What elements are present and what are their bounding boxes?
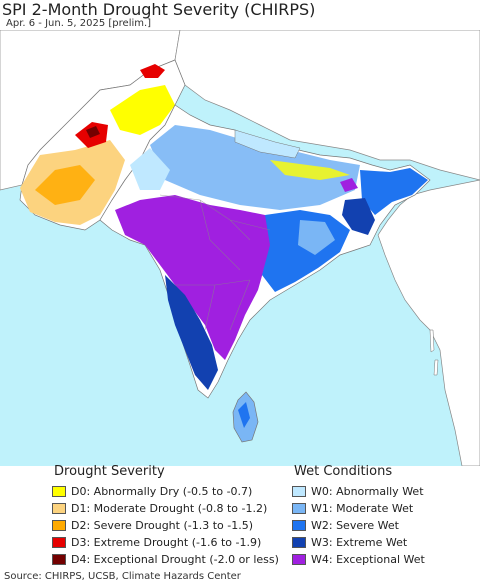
legend-item-w4: W4: Exceptional Wet [292, 551, 425, 568]
land-north [174, 30, 480, 181]
legend-swatch-w0 [292, 486, 306, 497]
legend-label-d3: D3: Extreme Drought (-1.6 to -1.9) [71, 536, 262, 549]
ne-wet-w2 [360, 168, 428, 215]
drought-legend: Drought Severity D0: Abnormally Dry (-0.… [52, 462, 279, 568]
source-credit: Source: CHIRPS, UCSB, Climate Hazards Ce… [4, 571, 241, 582]
legend-swatch-d0 [52, 486, 66, 497]
legend-swatch-d3 [52, 537, 66, 548]
legend-item-w3: W3: Extreme Wet [292, 534, 425, 551]
central-wet-w4 [115, 195, 275, 360]
pak-drought-d0 [110, 85, 175, 135]
north-wet-w1 [150, 125, 360, 210]
legend-item-w0: W0: Abnormally Wet [292, 483, 425, 500]
drought-legend-heading: Drought Severity [54, 464, 165, 479]
legend-label-d4: D4: Exceptional Drought (-2.0 or less) [71, 553, 279, 566]
wet-legend-heading: Wet Conditions [294, 464, 393, 479]
legend-item-w1: W1: Moderate Wet [292, 500, 425, 517]
wet-legend: Wet Conditions W0: Abnormally Wet W1: Mo… [292, 462, 425, 568]
legend-swatch-w3 [292, 537, 306, 548]
legend-swatch-w2 [292, 520, 306, 531]
nepal-w0 [234, 129, 301, 159]
map-title: SPI 2-Month Drought Severity (CHIRPS) [2, 0, 316, 19]
legend-item-d0: D0: Abnormally Dry (-0.5 to -0.7) [52, 483, 279, 500]
legend-label-d2: D2: Severe Drought (-1.3 to -1.5) [71, 519, 254, 532]
legend-label-w2: W2: Severe Wet [311, 519, 399, 532]
bangladesh-w3 [342, 198, 375, 235]
land-east [377, 179, 480, 466]
legend-swatch-d4 [52, 554, 66, 565]
legend-swatch-w4 [292, 554, 306, 565]
kashmir-d3 [140, 64, 165, 78]
legend-swatch-d2 [52, 520, 66, 531]
sri-lanka-w2 [238, 402, 250, 428]
legend: Drought Severity D0: Abnormally Dry (-0.… [0, 462, 480, 570]
legend-item-d1: D1: Moderate Drought (-0.8 to -1.2) [52, 500, 279, 517]
map-canvas [0, 30, 480, 466]
legend-swatch-w1 [292, 503, 306, 514]
legend-label-w3: W3: Extreme Wet [311, 536, 408, 549]
drought-map [0, 30, 480, 466]
east-wet-w1 [298, 220, 335, 255]
legend-label-d0: D0: Abnormally Dry (-0.5 to -0.7) [71, 485, 253, 498]
legend-swatch-d1 [52, 503, 66, 514]
andaman-islands [429, 329, 439, 376]
legend-label-w4: W4: Exceptional Wet [311, 553, 425, 566]
peninsula-wet-w3 [165, 275, 218, 390]
legend-item-w2: W2: Severe Wet [292, 517, 425, 534]
legend-item-d2: D2: Severe Drought (-1.3 to -1.5) [52, 517, 279, 534]
ne-wet-w4 [340, 178, 358, 192]
north-wet-w0 [130, 148, 170, 190]
pak-drought-d2 [35, 165, 95, 205]
legend-item-d4: D4: Exceptional Drought (-2.0 or less) [52, 551, 279, 568]
map-subtitle: Apr. 6 - Jun. 5, 2025 [prelim.] [6, 18, 152, 29]
pak-drought-d4 [86, 126, 100, 138]
north-d0-strip [270, 160, 350, 180]
legend-label-w0: W0: Abnormally Wet [311, 485, 424, 498]
internal-borders [159, 194, 271, 331]
legend-label-w1: W1: Moderate Wet [311, 502, 414, 515]
legend-item-d3: D3: Extreme Drought (-1.6 to -1.9) [52, 534, 279, 551]
legend-label-d1: D1: Moderate Drought (-0.8 to -1.2) [71, 502, 268, 515]
